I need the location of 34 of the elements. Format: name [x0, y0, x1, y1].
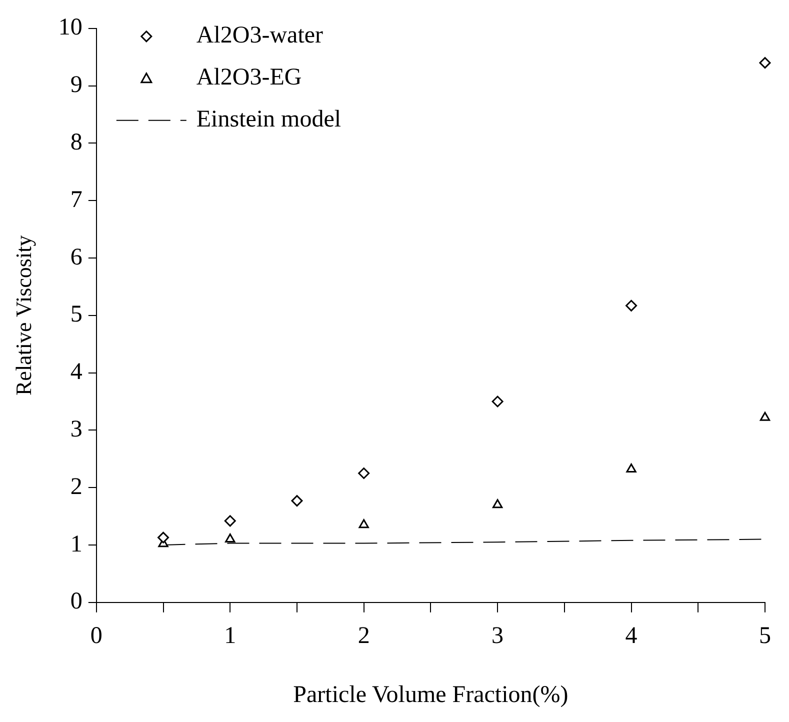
y-tick-label: 10	[58, 14, 82, 41]
legend-label: Al2O3-water	[196, 22, 324, 49]
y-tick-label: 9	[70, 72, 82, 98]
y-tick-label: 7	[70, 186, 82, 213]
legend-label: Al2O3-EG	[196, 64, 302, 91]
point	[224, 515, 236, 527]
point	[626, 300, 638, 312]
point	[760, 412, 770, 421]
point	[358, 519, 369, 528]
y-tick-label: 2	[70, 474, 82, 500]
point	[291, 495, 303, 507]
point	[158, 532, 170, 544]
y-tick-label: 6	[70, 244, 82, 270]
y-tick-label: 5	[70, 302, 82, 328]
y-tick-label: 4	[70, 359, 82, 386]
x-tick-label: 1	[224, 623, 236, 650]
point	[626, 463, 636, 472]
x-tick-label: 0	[90, 623, 102, 650]
x-tick-label: 4	[625, 623, 638, 650]
point	[492, 499, 503, 508]
y-tick-label: 1	[70, 531, 82, 558]
legend-label: Einstein model	[196, 106, 342, 133]
y-tick-label: 3	[70, 416, 82, 442]
y-axis-title: Relative Viscosity	[10, 235, 36, 396]
x-tick-label: 3	[492, 623, 504, 650]
x-axis-title: Particle Volume Fraction(%)	[293, 682, 568, 708]
point	[492, 396, 504, 408]
y-tick-label: 8	[70, 129, 82, 156]
point	[358, 468, 370, 479]
y-tick-label: 0	[70, 588, 82, 615]
point	[225, 534, 236, 543]
x-tick-label: 5	[759, 623, 771, 650]
point	[759, 57, 771, 69]
x-tick-label: 2	[358, 623, 370, 650]
